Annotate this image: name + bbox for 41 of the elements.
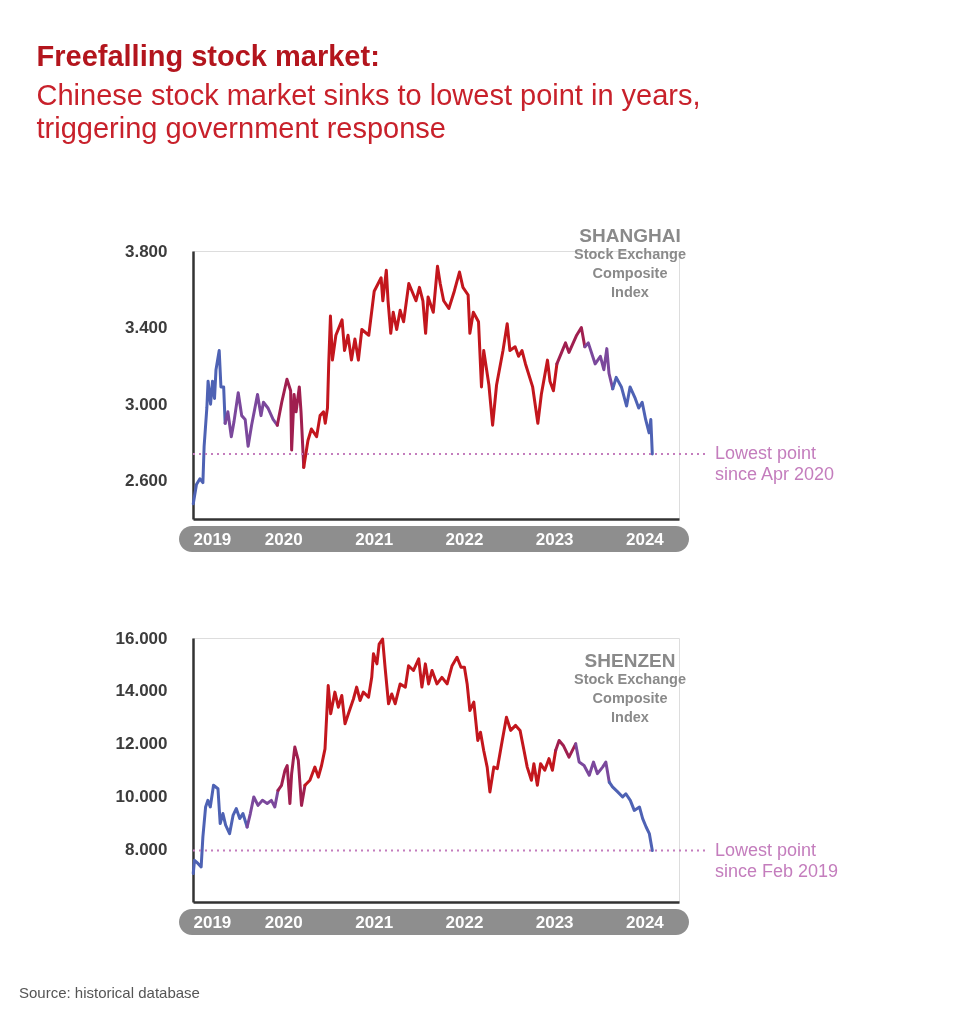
y-tick-label: 8.000 [124, 839, 168, 859]
ref-line-label: Lowest point since Feb 2019 [715, 839, 839, 881]
x-tick-label: 2023 [535, 912, 574, 932]
y-tick-label: 3.000 [124, 394, 168, 414]
y-tick-label: 10.000 [115, 786, 168, 806]
x-tick-label: 2024 [625, 912, 665, 932]
line-series [276, 745, 307, 807]
line-series [302, 264, 559, 469]
text: Freefalling stock market: [36, 39, 380, 72]
line-series [554, 738, 578, 759]
line-series [611, 375, 654, 456]
line-series [574, 742, 611, 784]
y-tick-label: 2.600 [124, 471, 168, 491]
x-tick-label: 2019 [193, 529, 232, 549]
text: SHENZEN Stock Exchange Composite Index [573, 650, 687, 725]
y-tick-label: 16.000 [115, 628, 168, 648]
line-series [223, 391, 279, 448]
y-tick-label: 12.000 [115, 734, 168, 754]
y-tick-label: 3.800 [124, 241, 168, 261]
x-tick-label: 2024 [625, 529, 665, 549]
x-tick-label: 2022 [445, 529, 484, 549]
line-series [245, 788, 280, 829]
line-series [583, 341, 615, 391]
x-tick-label: 2019 [193, 912, 232, 932]
line-series [191, 349, 227, 506]
y-tick-label: 14.000 [115, 681, 168, 701]
x-tick-label: 2020 [264, 529, 303, 549]
line-series [191, 783, 249, 875]
x-tick-label: 2022 [445, 912, 484, 932]
y-tick-label: 3.400 [124, 318, 168, 338]
chart-title: SHANGHAI Stock Exchange Composite Index [573, 225, 687, 300]
line-series [555, 326, 587, 366]
x-tick-label: 2023 [535, 529, 574, 549]
source-note: Source: historical database [19, 984, 200, 1001]
x-tick-label: 2021 [355, 912, 394, 932]
line-series [303, 637, 558, 794]
text: Chinese stock market sinks to lowest point in years, triggering government response [36, 78, 701, 144]
x-tick-label: 2021 [355, 529, 394, 549]
x-tick-label: 2020 [264, 912, 303, 932]
ref-line-label: Lowest point since Apr 2020 [715, 442, 835, 484]
line-series [607, 780, 654, 853]
